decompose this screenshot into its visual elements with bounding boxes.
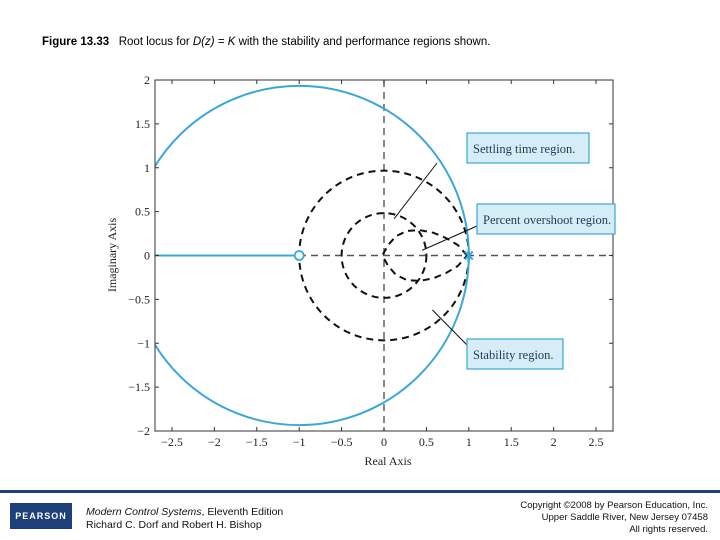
open-loop-pole-marker [464, 250, 474, 261]
copyright-line-1: Copyright ©2008 by Pearson Education, In… [520, 500, 708, 511]
annotation-stability-text: Stability region. [473, 348, 554, 362]
footer-divider [0, 490, 720, 493]
x-tick-label: 1.5 [504, 435, 519, 449]
y-tick-label: 2 [144, 73, 150, 87]
x-tick-label: −1.5 [246, 435, 268, 449]
y-tick-label: −0.5 [128, 292, 150, 306]
x-tick-label: −0.5 [331, 435, 353, 449]
y-tick-label: 1 [144, 161, 150, 175]
annotation-stability-box [466, 338, 564, 370]
settling-time-circle [340, 212, 428, 299]
publisher-logo: PEARSON [10, 503, 72, 529]
x-tick-label: −1 [293, 435, 306, 449]
annotation-percent-overshoot-text: Percent overshoot region. [483, 213, 611, 227]
figure-label: Figure 13.33 [42, 36, 110, 48]
annotation-stability-leader [431, 309, 468, 346]
y-tick-label: 0.5 [135, 205, 150, 219]
annotation-settling-time-text: Settling time region. [473, 142, 575, 156]
x-tick-label: 0.5 [419, 435, 434, 449]
percent-overshoot-contour [381, 229, 469, 282]
figure-caption: Figure 13.33 Root locus for D(z) = K wit… [42, 36, 490, 48]
y-tick-label: −2 [137, 424, 150, 438]
y-axis-label: Imaginary Axis [105, 218, 119, 293]
open-loop-zero-marker [293, 250, 305, 261]
x-tick-label: −2.5 [161, 435, 183, 449]
y-tick-label: 0 [144, 249, 150, 263]
copyright-line-2: Upper Saddle River, New Jersey 07458 [541, 512, 708, 523]
x-tick-label: 1 [466, 435, 472, 449]
book-edition: , Eleventh Edition [201, 506, 284, 518]
book-credit: Modern Control Systems, Eleventh Edition… [86, 506, 283, 532]
y-tick-label: −1 [137, 336, 150, 350]
annotation-percent-overshoot-box [476, 203, 616, 235]
annotation-settling-time-leader [393, 162, 438, 219]
y-tick-label: −1.5 [128, 380, 150, 394]
caption-post-text: with the stability and performance regio… [235, 36, 491, 48]
book-authors: Richard C. Dorf and Robert H. Bishop [86, 519, 262, 531]
x-tick-label: 0 [381, 435, 387, 449]
copyright-line-3: All rights reserved. [629, 524, 708, 535]
root-locus-chart: −2.5 −2 −1.5 −1 −0.5 0 0.5 1 1.5 2 2.5 2 1.5 1 0.5 0 −0.… [105, 73, 616, 468]
annotation-percent-overshoot-leader [421, 225, 478, 251]
annotation-settling-time-box [466, 132, 590, 164]
x-axis-label: Real Axis [365, 454, 412, 468]
caption-math: D(z) = K [192, 36, 236, 48]
caption-pre-text: Root locus for [118, 36, 193, 48]
logo-text: PEARSON [15, 511, 67, 521]
x-tick-label: −2 [208, 435, 221, 449]
x-tick-label: 2 [551, 435, 557, 449]
y-tick-label: 1.5 [135, 117, 150, 131]
copyright-notice: Copyright ©2008 by Pearson Education, In… [520, 500, 708, 536]
x-tick-label: 2.5 [589, 435, 604, 449]
book-title: Modern Control Systems [86, 506, 202, 518]
